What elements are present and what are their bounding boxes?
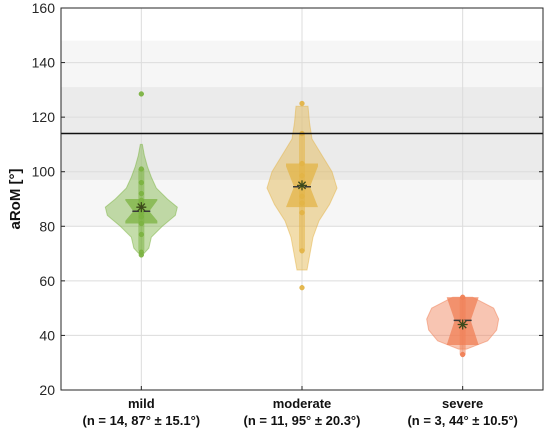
data-point-moderate: [299, 248, 305, 254]
data-point-severe: [460, 351, 466, 358]
data-point-moderate: [299, 173, 305, 179]
mean-marker-severe: [457, 319, 468, 330]
y-tick-label: 80: [39, 218, 55, 234]
data-point-mild: [138, 166, 144, 172]
y-tick-label: 120: [32, 109, 56, 125]
violins: [104, 91, 500, 358]
y-tick-label: 140: [32, 55, 56, 71]
violin-severe: [426, 294, 500, 358]
violin-mild: [104, 91, 178, 258]
y-axis-label: aRoM [°]: [7, 169, 24, 230]
data-point-moderate: [299, 193, 305, 199]
data-point-mild: [138, 249, 144, 255]
data-point-moderate: [299, 160, 305, 167]
violin-moderate: [266, 100, 338, 291]
data-point-moderate: [299, 200, 305, 206]
x-tick-label-severe: severe: [442, 396, 483, 411]
data-point-moderate: [299, 100, 305, 107]
data-point-mild: [138, 220, 144, 227]
x-axis-labels: mild (n = 14, 87° ± 15.1°) moderate (n = 11…: [83, 386, 518, 428]
data-point-mild: [138, 231, 144, 238]
data-point-moderate: [299, 209, 305, 216]
y-axis-ticks: 20 40 60 80 100 120 140 160: [32, 0, 543, 398]
x-tick-stats-moderate: (n = 11, 95° ± 20.3°): [244, 413, 361, 428]
data-point-mild: [138, 179, 144, 186]
data-point-moderate: [299, 285, 305, 291]
data-point-mild: [138, 190, 144, 197]
x-tick-stats-severe: (n = 3, 44° ± 10.5°): [407, 413, 517, 428]
y-tick-label: 100: [32, 164, 56, 180]
x-tick-label-mild: mild: [128, 396, 155, 411]
x-tick-label-moderate: moderate: [273, 396, 332, 411]
y-tick-label: 160: [32, 0, 56, 16]
mean-marker-mild: [136, 202, 147, 213]
data-point-mild: [138, 91, 144, 97]
y-tick-label: 20: [39, 382, 55, 398]
x-tick-stats-mild: (n = 14, 87° ± 15.1°): [83, 413, 201, 428]
y-tick-label: 60: [39, 273, 55, 289]
data-point-mild: [138, 197, 144, 204]
y-tick-label: 40: [39, 327, 55, 343]
data-point-severe: [460, 294, 466, 300]
mean-marker-moderate: [297, 180, 307, 191]
